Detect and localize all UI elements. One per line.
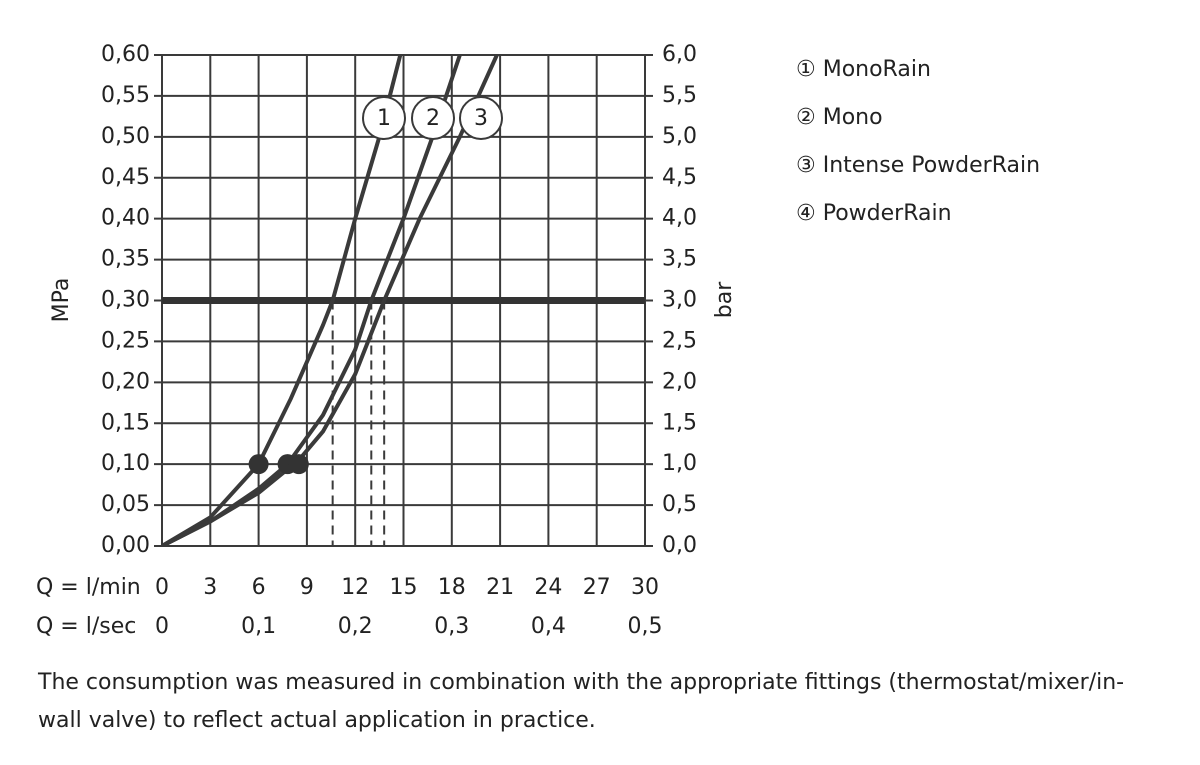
x2-tick-label: 0,5 (628, 614, 663, 639)
y2-tick-label: 3,0 (662, 288, 697, 313)
legend-item: ③ Intense PowderRain (796, 153, 1040, 178)
curve-label-circle (459, 96, 503, 140)
y2-axis-label: bar (712, 281, 737, 318)
y2-tick-label: 1,5 (662, 410, 697, 435)
curve-label: 1 (377, 106, 391, 131)
x2-tick-label: 0 (155, 614, 169, 639)
curve (162, 55, 499, 546)
y2-tick-label: 0,0 (662, 533, 697, 558)
x-tick-label: 6 (252, 575, 266, 600)
y2-tick-label: 2,5 (662, 328, 697, 353)
y2-tick-label: 5,5 (662, 83, 697, 108)
x-tick-label: 18 (438, 575, 466, 600)
x-tick-label: 3 (203, 575, 217, 600)
x-tick-label: 30 (631, 575, 659, 600)
y2-tick-label: 2,0 (662, 369, 697, 394)
note: The consumption was measured in combinat… (38, 670, 1125, 733)
curve-label: 3 (474, 106, 488, 131)
x2-tick-label: 0,1 (241, 614, 276, 639)
y2-tick-label: 4,0 (662, 206, 697, 231)
y2-tick-label: 5,0 (662, 124, 697, 149)
y-tick-label: 0,10 (101, 451, 150, 476)
y-axis-label: MPa (49, 278, 74, 323)
x2-tick-label: 0,2 (338, 614, 373, 639)
y-tick-label: 0,15 (101, 410, 150, 435)
y-tick-label: 0,55 (101, 83, 150, 108)
y2-tick-label: 0,5 (662, 492, 697, 517)
y-tick-label: 0,20 (101, 369, 150, 394)
x2-tick-label: 0,4 (531, 614, 566, 639)
x2-tick-label: 0,3 (434, 614, 469, 639)
y-tick-label: 0,05 (101, 492, 150, 517)
curve-label: 2 (426, 106, 440, 131)
y-tick-label: 0,30 (101, 288, 150, 313)
x-tick-label: 21 (486, 575, 514, 600)
x-axis-label: Q = l/min (36, 575, 141, 600)
curve-label-circle (411, 96, 455, 140)
y-tick-label: 0,50 (101, 124, 150, 149)
y2-tick-label: 1,0 (662, 451, 697, 476)
y2-tick-label: 4,5 (662, 165, 697, 190)
x-tick-label: 9 (300, 575, 314, 600)
y-tick-label: 0,45 (101, 165, 150, 190)
point (288, 454, 309, 475)
point (248, 454, 269, 475)
y-tick-label: 0,35 (101, 247, 150, 272)
legend-item: ④ PowderRain (796, 201, 952, 226)
y2-tick-label: 6,0 (662, 42, 697, 67)
chart: MPa bar Q = l/min Q = l/sec 0,000,050,10… (36, 42, 1040, 639)
y-tick-label: 0,40 (101, 206, 150, 231)
x-tick-label: 12 (341, 575, 369, 600)
curve (162, 55, 403, 546)
x-tick-label: 0 (155, 575, 169, 600)
y-tick-label: 0,60 (101, 42, 150, 67)
legend-item: ① MonoRain (796, 57, 931, 82)
x-tick-label: 27 (583, 575, 611, 600)
legend-item: ② Mono (796, 105, 883, 130)
y-tick-label: 0,25 (101, 328, 150, 353)
y-tick-label: 0,00 (101, 533, 150, 558)
y2-tick-label: 3,5 (662, 247, 697, 272)
x-tick-label: 24 (534, 575, 562, 600)
x2-axis-label: Q = l/sec (36, 614, 136, 639)
curve-label-circle (362, 96, 406, 140)
x-tick-label: 15 (390, 575, 418, 600)
